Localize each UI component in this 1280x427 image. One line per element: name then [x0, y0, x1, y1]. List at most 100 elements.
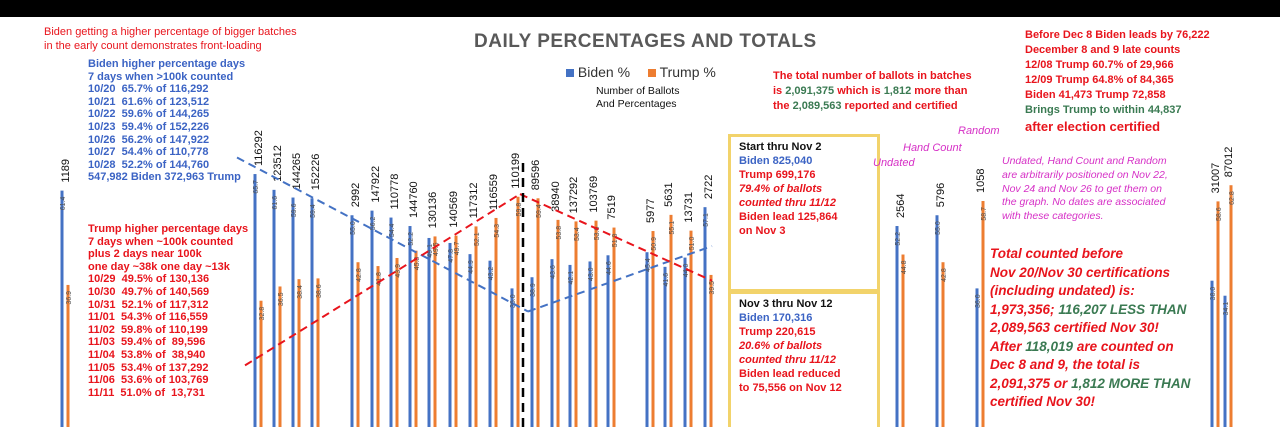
biden-bar — [468, 254, 472, 427]
note-line: Before Dec 8 Biden leads by 76,222 — [1025, 29, 1210, 41]
biden-data-label: 38.9 — [530, 283, 537, 297]
list-header: Biden higher percentage days — [88, 58, 246, 70]
trump-data-label: 45.8 — [414, 257, 421, 271]
biden-data-label: 44.9 — [468, 260, 475, 274]
trump-data-label: 62.8 — [1229, 191, 1236, 205]
note-line: Nov 20/Nov 30 certifications — [990, 264, 1171, 280]
trump-bar — [1229, 185, 1233, 427]
biden-bar — [408, 226, 412, 427]
late-counts-note: Before Dec 8 Biden leads by 76,222 Decem… — [1025, 28, 1210, 135]
trump-data-label: 58.7 — [981, 207, 988, 221]
trump-data-label: 55.1 — [669, 221, 676, 235]
biden-bar — [350, 215, 354, 427]
ballot-total-label: 13731 — [683, 192, 695, 223]
trump-bar — [454, 235, 458, 427]
trump-data-label: 53.8 — [556, 226, 563, 240]
trump-bar — [1216, 201, 1220, 427]
list-item: 10/21 61.6% of 123,512 — [88, 95, 210, 108]
ballot-total-label: 89596 — [530, 160, 542, 191]
ballot-total-label: 130136 — [427, 192, 439, 229]
trump-data-label: 49.7 — [454, 242, 461, 256]
ballot-total-label: 110778 — [389, 174, 401, 210]
legend-swatch-biden — [566, 69, 574, 77]
note-part: are counted on — [1073, 338, 1174, 354]
trump-bar — [669, 214, 673, 427]
list-item: 10/28 52.2% of 144,760 — [88, 158, 210, 171]
hand-count-label: Hand Count — [903, 142, 962, 154]
list-item: 10/29 49.5% of 130,136 — [88, 273, 210, 286]
trump-data-label: 51.8 — [612, 233, 619, 247]
box-line: Biden 170,316 — [739, 312, 813, 324]
box-line: 20.6% of ballots — [739, 340, 823, 352]
ballot-total-label: 2992 — [350, 183, 362, 207]
note-line: 12/08 Trump 60.7% of 29,966 — [1025, 59, 1174, 71]
box-line: on Nov 3 — [739, 225, 786, 237]
list-item: 10/27 54.4% of 110,778 — [88, 146, 209, 159]
note-line: the graph. No dates are associated — [1002, 196, 1166, 209]
trump-bar — [901, 254, 905, 427]
note-part: 2,089,563 — [792, 100, 842, 112]
biden-bar — [370, 210, 374, 427]
biden-bar — [291, 197, 295, 427]
note-line: with these categories. — [1002, 210, 1104, 223]
biden-bar — [1223, 295, 1227, 427]
trump-bar — [556, 219, 560, 427]
trump-bar — [689, 230, 693, 427]
biden-bar — [448, 242, 452, 427]
trump-bar — [433, 236, 437, 427]
undated-note: Undated, Hand Count and Random are arbit… — [1002, 155, 1168, 224]
trump-data-label: 38.4 — [297, 285, 304, 299]
trump-data-label: 42.8 — [941, 268, 948, 282]
biden-data-label: 54.4 — [389, 223, 396, 237]
ballot-total-label: 140569 — [448, 191, 460, 228]
note-part: 2,091,375 or — [990, 375, 1072, 391]
trump-bar — [494, 217, 498, 427]
trump-data-label: 53.4 — [574, 227, 581, 241]
biden-data-label: 57.1 — [703, 213, 710, 227]
note-part: the — [773, 100, 793, 112]
trump-bar — [356, 262, 360, 427]
biden-data-label: 38.0 — [1210, 287, 1217, 301]
trump-data-label: 32.8 — [259, 307, 266, 321]
box-line: Biden 825,040 — [739, 155, 813, 167]
biden-trend-line-down — [236, 156, 529, 313]
biden-bar — [310, 198, 314, 427]
biden-data-label: 43.2 — [488, 267, 495, 281]
biden-bar — [568, 264, 572, 427]
start-thru-nov2-box: Start thru Nov 2 Biden 825,040 Trump 699… — [728, 134, 880, 292]
biden-data-label: 34.1 — [1223, 302, 1230, 316]
trump-data-label: 51.0 — [689, 237, 696, 251]
trump-data-label: 58.6 — [1216, 207, 1223, 221]
trump-data-label: 43.9 — [395, 264, 402, 278]
trump-data-label: 49.5 — [433, 242, 440, 256]
trump-bar — [259, 300, 263, 427]
ballot-total-label: 116559 — [488, 174, 500, 210]
legend-label-trump: Trump % — [659, 64, 716, 80]
ballot-total-label: 5631 — [663, 182, 675, 206]
trump-bar — [574, 221, 578, 427]
note-line: 2,089,563 certified Nov 30! — [990, 320, 1159, 335]
note-line: (including undated) is: — [990, 283, 1135, 298]
front-loading-note: Biden getting a higher percentage of big… — [44, 26, 297, 53]
biden-data-label: 59.6 — [291, 203, 298, 217]
ballot-total-label: 144265 — [291, 153, 303, 190]
list-item: 11/01 54.3% of 116,559 — [88, 311, 208, 324]
trump-bar — [414, 250, 418, 427]
biden-data-label: 65.7 — [253, 180, 260, 194]
biden-days-list: Biden higher percentage days 7 days when… — [88, 58, 245, 184]
note-line: 12/09 Trump 64.8% of 84,365 — [1025, 74, 1174, 86]
biden-bar — [389, 217, 393, 427]
chart-title: DAILY PERCENTAGES AND TOTALS — [474, 31, 817, 52]
trump-bar — [66, 284, 70, 427]
biden-data-label: 42.1 — [568, 271, 575, 285]
ballots-note-line: Number of Ballots — [596, 85, 680, 97]
list-item: 10/30 49.7% of 140,569 — [88, 285, 210, 298]
note-part: After — [990, 338, 1026, 354]
list-item: 10/26 56.2% of 147,922 — [88, 133, 210, 146]
biden-data-label: 43.0 — [588, 267, 595, 281]
ballot-total-label: 152226 — [310, 154, 322, 191]
list-item: 11/11 51.0% of 13,731 — [88, 386, 205, 399]
biden-data-label: 47.8 — [448, 249, 455, 263]
trump-bar — [297, 279, 301, 427]
ballots-total-note: The total number of ballots in batches i… — [773, 69, 972, 114]
